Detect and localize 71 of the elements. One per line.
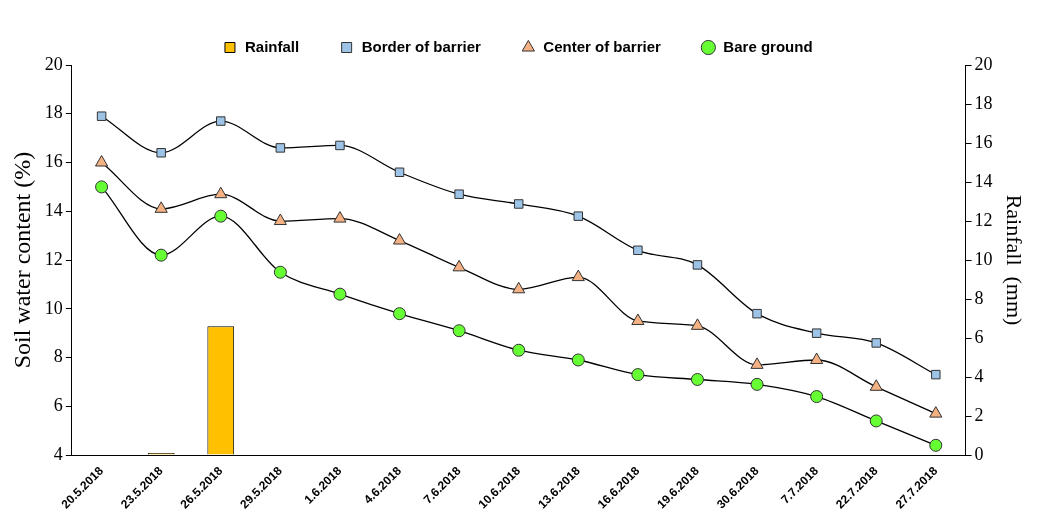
point xyxy=(452,324,466,338)
point xyxy=(931,369,941,380)
y2-tick-label: 2 xyxy=(974,404,984,425)
point xyxy=(811,328,822,338)
point xyxy=(335,140,345,151)
point xyxy=(810,390,824,404)
point xyxy=(929,406,943,418)
y-tick-label: 8 xyxy=(53,346,63,367)
legend-label: Rainfall xyxy=(244,37,300,55)
point xyxy=(95,155,109,167)
point xyxy=(752,308,762,319)
point xyxy=(869,379,883,391)
point xyxy=(929,438,943,452)
y-tick-label: 18 xyxy=(44,102,63,123)
point xyxy=(95,180,109,194)
point xyxy=(392,233,407,245)
point xyxy=(275,143,286,153)
legend-label: Border of barrier xyxy=(361,37,481,55)
point xyxy=(750,377,764,391)
point xyxy=(333,287,347,301)
point xyxy=(214,209,228,223)
point xyxy=(216,116,226,126)
point xyxy=(690,372,704,386)
y2-axis-title: Rainfall (mm) xyxy=(1002,194,1028,326)
point xyxy=(571,269,585,282)
point xyxy=(512,281,526,294)
y2-tick-label: 14 xyxy=(974,170,993,191)
y-tick-label: 12 xyxy=(44,248,63,269)
y2-tick-label: 0 xyxy=(974,443,984,464)
y-tick-label: 16 xyxy=(44,151,63,172)
point xyxy=(156,148,166,158)
point xyxy=(871,338,881,348)
y-tick-label: 4 xyxy=(53,443,63,464)
y2-tick-label: 8 xyxy=(974,287,984,308)
legend-label: Bare ground xyxy=(723,37,813,55)
point xyxy=(394,167,405,178)
point xyxy=(214,186,228,199)
point xyxy=(633,245,643,256)
y2-tick-label: 18 xyxy=(974,92,993,113)
point xyxy=(273,213,287,226)
point xyxy=(750,357,764,369)
point xyxy=(869,414,883,428)
point xyxy=(96,111,107,121)
point xyxy=(631,313,645,325)
point xyxy=(690,318,705,330)
y2-tick-label: 4 xyxy=(974,365,984,386)
point xyxy=(810,352,824,364)
y2-tick-label: 10 xyxy=(974,248,993,269)
point xyxy=(512,343,526,357)
y2-tick-label: 20 xyxy=(974,53,993,74)
y-axis-title: Soil water content (%) xyxy=(8,151,35,369)
y-tick-label: 20 xyxy=(44,53,63,74)
point xyxy=(631,368,645,382)
point xyxy=(333,211,347,223)
point xyxy=(393,307,407,321)
point xyxy=(273,265,287,279)
point xyxy=(452,259,466,272)
y-tick-label: 10 xyxy=(44,297,63,318)
y-tick-label: 14 xyxy=(44,200,63,221)
point xyxy=(513,199,524,209)
point xyxy=(154,201,168,213)
point xyxy=(571,353,585,367)
y2-tick-label: 16 xyxy=(974,131,993,152)
point xyxy=(573,211,584,221)
y-tick-label: 6 xyxy=(53,395,63,416)
point xyxy=(154,248,168,262)
point xyxy=(692,260,703,270)
y2-tick-label: 6 xyxy=(974,326,984,347)
legend-label: Center of barrier xyxy=(543,37,662,55)
point xyxy=(454,189,464,199)
y2-tick-label: 12 xyxy=(974,209,993,230)
